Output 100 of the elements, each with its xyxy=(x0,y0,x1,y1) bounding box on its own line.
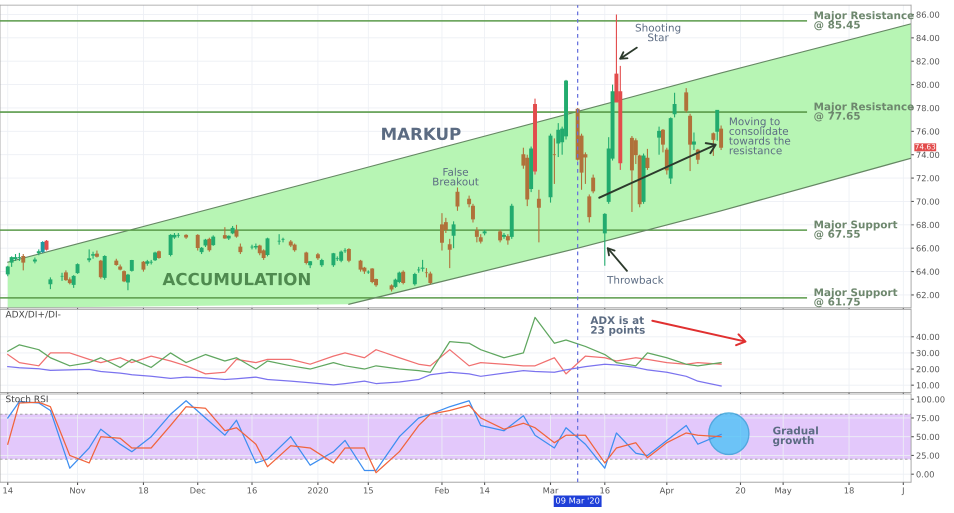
y-tick-label: 72.00 xyxy=(916,175,940,182)
candlestick xyxy=(692,132,696,151)
candlestick xyxy=(346,248,351,263)
candlestick xyxy=(602,212,607,266)
candlestick xyxy=(87,248,92,263)
annotation: Shooting Star xyxy=(636,24,680,42)
candlestick xyxy=(456,186,460,212)
y-tick-label: 70.00 xyxy=(916,198,940,205)
candlestick xyxy=(506,234,510,246)
candlestick xyxy=(234,224,238,238)
candlestick xyxy=(645,148,650,170)
ref-line-label: Major Support @ 67.55 xyxy=(814,220,898,240)
candlestick xyxy=(72,274,76,288)
y-tick-label: 75.00 xyxy=(916,414,940,422)
candlestick xyxy=(64,270,68,282)
annotation: Gradual growth xyxy=(773,426,818,446)
y-tick-label: 25.00 xyxy=(916,452,940,459)
candlestick xyxy=(222,226,227,240)
annotation: Throwback xyxy=(606,276,664,284)
ref-line-label: Major Support @ 61.75 xyxy=(814,288,898,308)
candlestick xyxy=(448,238,452,269)
x-tick-label: Apr xyxy=(660,487,674,496)
x-tick-label: Nov xyxy=(70,487,86,494)
x-tick-label: Mar xyxy=(543,487,558,494)
line-series xyxy=(7,364,722,387)
candlestick xyxy=(126,273,130,291)
candlestick xyxy=(76,262,80,274)
y-tick-label: 0.00 xyxy=(916,471,934,478)
candlestick xyxy=(498,228,502,243)
chart-title: ADX/DI+/DI- xyxy=(6,310,60,318)
annotation: Moving to consolidate towards the resistance xyxy=(729,117,790,154)
candlestick xyxy=(331,252,336,268)
candlestick xyxy=(719,124,724,151)
candlestick xyxy=(44,239,48,252)
candlestick xyxy=(168,234,173,257)
x-tick-label: Feb xyxy=(435,487,449,494)
annotation: MARKUP xyxy=(382,128,461,140)
candlestick xyxy=(48,276,52,290)
line-series xyxy=(7,349,722,375)
candlestick xyxy=(452,220,456,249)
y-tick-label: 66.00 xyxy=(916,245,940,252)
candlestick xyxy=(536,189,541,243)
candlestick xyxy=(141,260,146,272)
x-tick-label: 14 xyxy=(3,487,13,494)
annotation: ADX is at 23 points xyxy=(590,316,645,336)
candlestick xyxy=(358,259,363,272)
candlestick xyxy=(196,234,200,252)
line-series xyxy=(7,316,722,373)
candlestick xyxy=(207,237,212,252)
y-tick-label: 100.00 xyxy=(916,396,945,403)
annotation: False Breakout xyxy=(433,168,479,186)
x-tick-label: J xyxy=(902,487,904,496)
y-tick-label: 86.00 xyxy=(916,11,940,18)
x-tick-label: 15 xyxy=(364,487,373,494)
candlestick xyxy=(428,271,432,285)
x-tick-label: 14 xyxy=(480,487,490,494)
y-tick-label: 68.00 xyxy=(916,222,940,228)
y-tick-label: 80.00 xyxy=(916,82,940,88)
candlestick xyxy=(474,226,479,243)
x-tick-label: 18 xyxy=(844,487,854,494)
candlestick xyxy=(397,271,402,284)
y-tick-label: 30.00 xyxy=(916,350,940,356)
annotation: ACCUMULATION xyxy=(162,272,310,286)
candlestick xyxy=(684,88,688,114)
candlestick xyxy=(266,237,270,257)
x-tick-label: Dec xyxy=(190,487,206,494)
candlestick xyxy=(258,244,262,256)
x-tick-label: 20 xyxy=(736,487,746,494)
candlestick xyxy=(122,270,126,283)
y-tick-label: 84.00 xyxy=(916,34,940,42)
x-tick-label: 16 xyxy=(248,487,257,494)
candlestick xyxy=(238,242,242,255)
y-tick-label: 40.00 xyxy=(916,334,940,340)
candlestick xyxy=(440,212,444,252)
x-tick-label: May xyxy=(775,487,792,496)
candlestick xyxy=(370,268,374,284)
candlestick xyxy=(412,272,417,286)
x-tick-label: 16 xyxy=(600,487,610,494)
y-tick-label: 10.00 xyxy=(916,382,940,388)
candlestick xyxy=(591,174,596,194)
candlestick xyxy=(211,234,216,246)
y-tick-label: 50.00 xyxy=(916,434,940,440)
ref-line-label: 09 Mar '20 xyxy=(556,497,600,504)
candlestick xyxy=(672,92,677,118)
y-tick-label: 74.00 xyxy=(916,152,940,158)
y-tick-label: 64.00 xyxy=(916,268,940,275)
y-tick-label: 62.00 xyxy=(916,292,940,298)
candlestick xyxy=(657,126,662,156)
candlestick xyxy=(40,240,45,254)
candlestick xyxy=(587,194,592,224)
x-tick-label: 18 xyxy=(139,487,148,494)
candlestick xyxy=(401,270,406,285)
y-tick-label: 76.00 xyxy=(916,128,940,135)
candlestick xyxy=(715,110,720,142)
candlestick xyxy=(420,259,425,272)
candlestick xyxy=(153,251,158,262)
y-tick-label: 78.00 xyxy=(916,104,940,112)
chart-title: Stoch RSI xyxy=(6,395,48,402)
y-tick-label: 82.00 xyxy=(916,58,940,65)
candlestick xyxy=(304,251,308,266)
